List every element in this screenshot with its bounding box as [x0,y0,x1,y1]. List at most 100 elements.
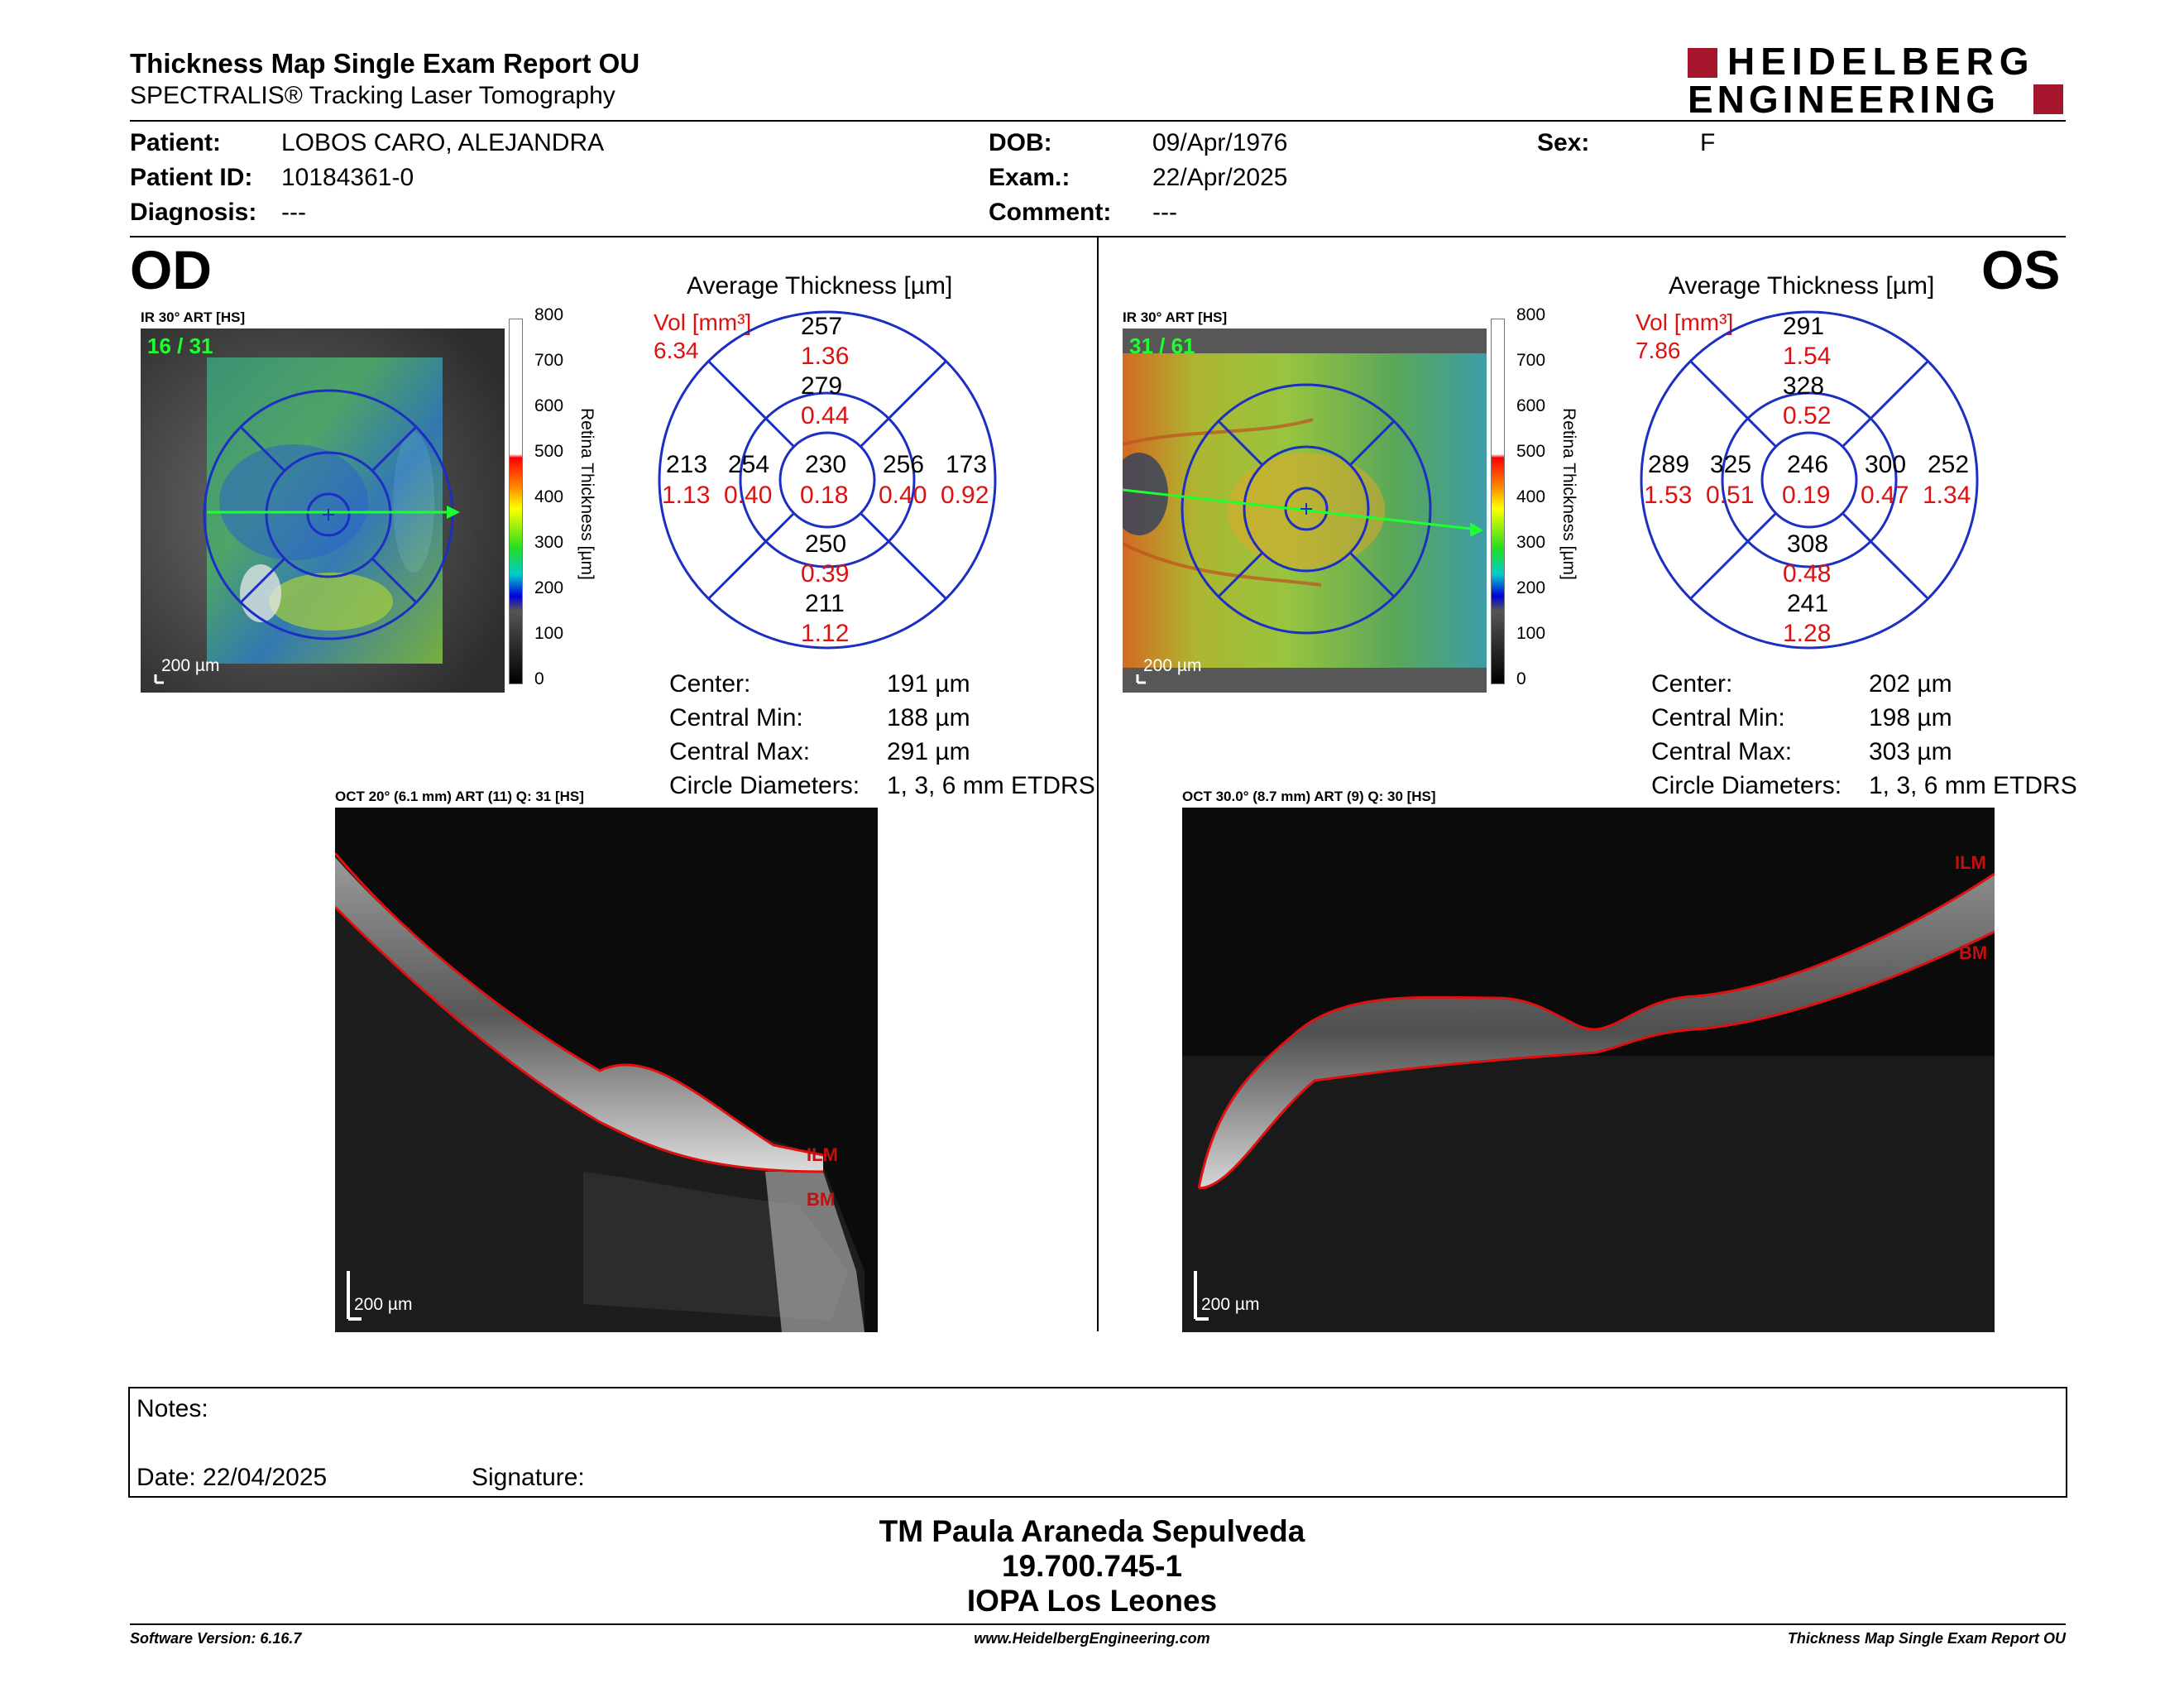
center-divider [1097,237,1099,1331]
od-vol-value: 6.34 [654,338,699,363]
od-min-label: Central Min: [669,704,803,731]
os-cb-tick-800: 800 [1516,305,1546,324]
os-cb-tick-200: 200 [1516,578,1546,597]
os-outer-left: 289 [1648,451,1690,478]
od-outer-bottom: 211 [805,590,845,617]
od-oct-bscan [335,808,878,1332]
exam-value: 22/Apr/2025 [1152,164,1288,191]
footer-report: Thickness Map Single Exam Report OU [1787,1630,2066,1647]
od-inner-right: 256 [883,451,925,478]
diagnosis-value: --- [281,199,306,226]
os-min-value: 198 µm [1869,704,1952,731]
os-colorbar-strip [1491,319,1505,684]
od-ilm-label: ILM [807,1144,838,1165]
os-cb-tick-500: 500 [1516,442,1546,461]
comment-label: Comment: [989,199,1112,226]
os-cb-tick-700: 700 [1516,351,1546,370]
od-inner-right-vol: 0.40 [879,482,927,509]
os-outer-right: 252 [1928,451,1970,478]
os-outer-bottom-vol: 1.28 [1783,620,1832,647]
os-inner-bottom: 308 [1787,530,1829,558]
os-cb-tick-600: 600 [1516,396,1546,415]
signature-name: TM Paula Araneda Sepulveda [879,1514,1305,1548]
footer-website[interactable]: www.HeidelbergEngineering.com [974,1630,1210,1647]
dob-value: 09/Apr/1976 [1152,129,1288,156]
os-max-value: 303 µm [1869,738,1952,765]
comment-value: --- [1152,199,1177,226]
report-subtitle: SPECTRALIS® Tracking Laser Tomography [130,82,615,109]
od-outer-right: 173 [946,451,988,478]
patient-id: 10184361-0 [281,164,414,191]
notes-date: Date: 22/04/2025 [136,1464,328,1491]
od-outer-bottom-vol: 1.12 [801,620,850,647]
os-inner-left-vol: 0.51 [1706,482,1755,509]
od-cb-tick-700: 700 [534,351,564,370]
os-oct-bscan [1182,808,1995,1332]
os-inner-bottom-vol: 0.48 [1783,560,1832,587]
os-min-label: Central Min: [1651,704,1785,731]
od-max-label: Central Max: [669,738,811,765]
od-cb-tick-200: 200 [534,578,564,597]
od-cb-tick-0: 0 [534,669,544,688]
notes-label: Notes: [136,1395,208,1422]
dob-label: DOB: [989,129,1052,156]
os-center: 246 [1787,451,1829,478]
os-cb-tick-100: 100 [1516,624,1546,643]
os-colorbar-label: Retina Thickness [µm] [1559,408,1578,580]
od-frame-count: 16 / 31 [147,333,213,358]
od-inner-top-vol: 0.44 [801,402,850,429]
patient-id-label: Patient ID: [130,164,253,191]
os-eye-label: OS [1981,239,2061,300]
od-inner-bottom-vol: 0.39 [801,560,850,587]
os-center-vol: 0.19 [1782,482,1831,509]
notes-box: Notes: Date: 22/04/2025 Signature: [128,1387,2067,1498]
sex-value: F [1700,129,1716,156]
od-colorbar-strip [509,319,523,684]
heidelberg-logo: HEIDELBERG ENGINEERING [1688,41,2076,121]
os-oct-label: OCT 30.0° (8.7 mm) ART (9) Q: 30 [HS] [1182,789,1436,804]
notes-signature: Signature: [472,1464,585,1491]
od-cb-tick-500: 500 [534,442,564,461]
os-oct-scale: 200 µm [1201,1295,1260,1314]
od-vol-label: Vol [mm³] [654,309,752,335]
od-diam-label: Circle Diameters: [669,772,860,799]
od-fundus-thickness-map [141,328,505,693]
od-cb-tick-400: 400 [534,487,564,506]
od-inner-left: 254 [728,451,770,478]
os-frame-count: 31 / 61 [1129,333,1195,358]
header-divider [130,120,2066,122]
os-outer-right-vol: 1.34 [1923,482,1971,509]
od-center-value: 191 µm [887,670,970,698]
od-colorbar-label: Retina Thickness [µm] [577,408,596,580]
od-outer-left: 213 [666,451,708,478]
od-inner-top: 279 [801,372,843,400]
footer-divider [130,1623,2066,1625]
od-outer-top: 257 [801,313,843,340]
exam-label: Exam.: [989,164,1070,191]
od-outer-top-vol: 1.36 [801,343,850,370]
os-ir-label: IR 30° ART [HS] [1123,309,1228,325]
od-cb-tick-300: 300 [534,533,564,552]
od-diam-value: 1, 3, 6 mm ETDRS [887,772,1095,799]
od-cb-tick-600: 600 [534,396,564,415]
patient-label: Patient: [130,129,222,156]
os-center-label: Center: [1651,670,1733,698]
signature-institution: IOPA Los Leones [966,1584,1218,1618]
signature-id: 19.700.745-1 [1001,1549,1183,1583]
os-fundus-thickness-map [1123,328,1487,693]
diagnosis-label: Diagnosis: [130,199,257,226]
od-fundus-scale: 200 µm [161,656,220,675]
os-center-value: 202 µm [1869,670,1952,698]
os-avg-title: Average Thickness [µm] [1669,272,1935,300]
od-eye-label: OD [130,239,212,300]
od-etdrs-grid [658,310,997,650]
os-outer-left-vol: 1.53 [1644,482,1693,509]
footer-software: Software Version: 6.16.7 [130,1630,302,1647]
sex-label: Sex: [1537,129,1590,156]
od-inner-bottom: 250 [805,530,847,558]
logo-line2: ENGINEERING [1688,78,2000,121]
od-min-value: 188 µm [887,704,970,731]
os-bm-label: BM [1959,942,1988,963]
patient-name: LOBOS CARO, ALEJANDRA [281,129,605,156]
logo-square-top [1688,48,1717,78]
